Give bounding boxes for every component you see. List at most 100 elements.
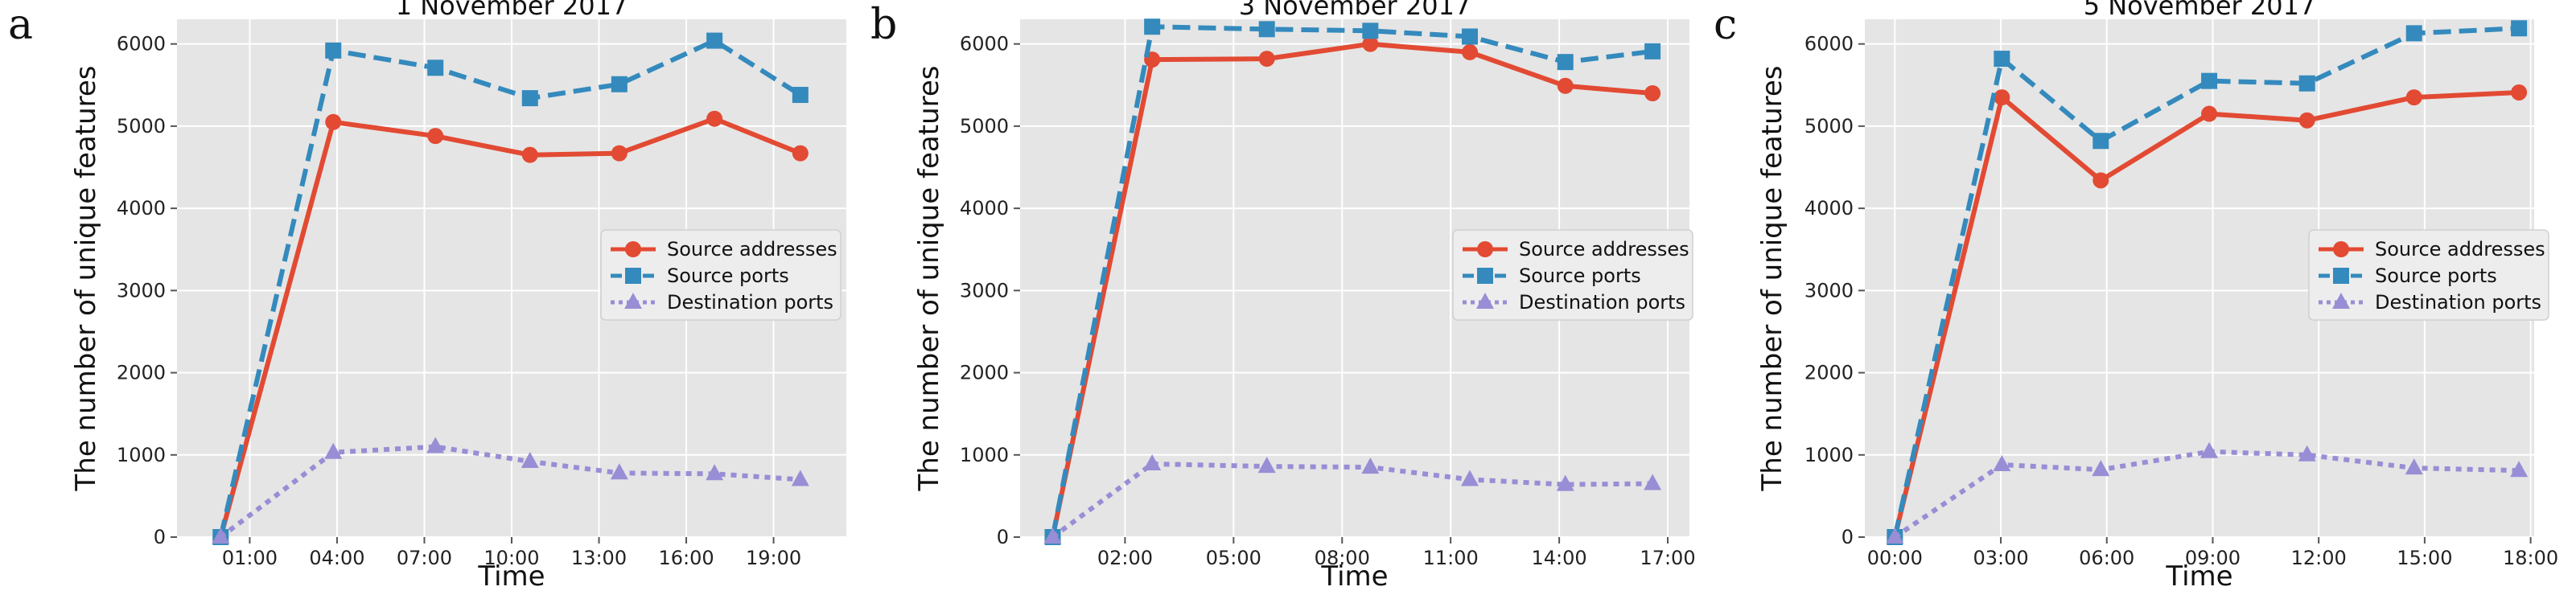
- data-point-source-addresses: [325, 113, 342, 130]
- legend-marker-source-addresses: [1477, 241, 1493, 257]
- data-point-source-addresses: [792, 145, 809, 162]
- legend: Source addresses Source ports Destination …: [2308, 229, 2549, 321]
- legend: Source addresses Source ports Destination …: [600, 229, 842, 321]
- x-tick-label: 04:00: [309, 547, 364, 569]
- x-tick-label: 08:00: [1315, 547, 1370, 569]
- data-point-destination-ports: [1461, 470, 1479, 486]
- data-point-destination-ports: [1361, 457, 1380, 474]
- legend-marker-source-ports: [2333, 268, 2349, 284]
- legend-label-source-ports: Source ports: [1519, 265, 1641, 287]
- data-point-source-ports: [1994, 51, 2010, 68]
- panel-title: 1 November 2017: [396, 0, 628, 21]
- y-tick-label: 0: [154, 526, 166, 548]
- data-point-destination-ports: [1886, 527, 1904, 544]
- legend-label-source-ports: Source ports: [2375, 265, 2497, 287]
- data-point-destination-ports: [2510, 461, 2529, 478]
- panel-letter: c: [1714, 1, 1737, 49]
- data-point-source-ports: [1258, 21, 1275, 38]
- chart-panel-b: 0 1000 2000 3000 4000 5000 6000 02:00 05:00 08:00…: [870, 0, 1696, 593]
- data-point-source-addresses: [1362, 35, 1379, 52]
- data-point-source-addresses: [1258, 51, 1275, 68]
- data-point-destination-ports: [2405, 458, 2423, 475]
- x-axis-label: Time: [1320, 560, 1388, 593]
- data-point-source-addresses: [1462, 43, 1479, 60]
- data-point-source-ports: [2405, 25, 2422, 42]
- legend-label-destination-ports: Destination ports: [2375, 291, 2541, 314]
- y-axis-label: The number of unique features: [70, 66, 102, 492]
- data-point-source-ports: [2511, 20, 2528, 37]
- data-point-source-ports: [2201, 72, 2218, 89]
- legend-box: [2308, 229, 2549, 321]
- y-tick-label: 3000: [960, 279, 1009, 302]
- data-point-source-ports: [1144, 18, 1161, 35]
- data-point-source-ports: [1644, 43, 1661, 59]
- y-tick-label: 1000: [1804, 444, 1854, 466]
- data-point-destination-ports: [610, 463, 628, 480]
- data-point-source-addresses: [2405, 89, 2422, 106]
- panel-title: 5 November 2017: [2084, 0, 2316, 21]
- data-point-source-ports: [2298, 75, 2315, 92]
- y-tick-label: 3000: [117, 279, 166, 302]
- legend-marker-destination-ports: [624, 293, 642, 309]
- y-axis-label: The number of unique features: [1756, 66, 1788, 492]
- x-tick-label: 14:00: [1532, 547, 1587, 569]
- y-tick-label: 1000: [960, 444, 1009, 466]
- data-point-source-ports: [325, 42, 342, 59]
- data-point-source-addresses: [1557, 77, 1574, 94]
- data-point-source-ports: [706, 32, 723, 49]
- y-tick-label: 6000: [1804, 33, 1854, 55]
- y-tick-label: 5000: [1804, 115, 1854, 137]
- x-axis-label: Time: [2165, 560, 2232, 593]
- y-tick-label: 0: [1841, 526, 1854, 548]
- panel-title: 3 November 2017: [1239, 0, 1471, 21]
- data-point-destination-ports: [1556, 474, 1574, 491]
- data-point-source-ports: [521, 90, 538, 107]
- x-tick-label: 13:00: [571, 547, 627, 569]
- data-point-destination-ports: [426, 437, 445, 453]
- legend-label-source-addresses: Source addresses: [667, 238, 837, 261]
- data-point-source-addresses: [706, 110, 723, 127]
- data-point-source-addresses: [427, 128, 444, 145]
- y-tick-label: 0: [997, 526, 1009, 548]
- data-point-source-ports: [611, 76, 628, 92]
- legend-marker-destination-ports: [1476, 293, 1494, 309]
- x-tick-label: 15:00: [2397, 547, 2452, 569]
- panel-letter: a: [8, 1, 33, 49]
- y-tick-label: 5000: [117, 115, 166, 137]
- data-point-destination-ports: [521, 451, 539, 468]
- legend-label-destination-ports: Destination ports: [667, 291, 833, 314]
- x-axis-label: Time: [477, 560, 545, 593]
- data-point-destination-ports: [2298, 445, 2316, 462]
- y-tick-label: 6000: [117, 33, 166, 55]
- x-tick-label: 19:00: [746, 547, 801, 569]
- x-tick-label: 12:00: [2291, 547, 2347, 569]
- data-point-source-addresses: [2511, 84, 2528, 101]
- legend-label-source-addresses: Source addresses: [1519, 238, 1689, 261]
- data-point-source-addresses: [2201, 105, 2218, 122]
- data-point-destination-ports: [324, 442, 343, 459]
- x-tick-label: 09:00: [2185, 547, 2241, 569]
- legend-label-destination-ports: Destination ports: [1519, 291, 1685, 314]
- legend-label-source-addresses: Source addresses: [2375, 238, 2545, 261]
- x-tick-label: 18:00: [2503, 547, 2558, 569]
- panel-letter: b: [870, 1, 897, 49]
- data-point-destination-ports: [1043, 527, 1062, 544]
- y-tick-label: 1000: [117, 444, 166, 466]
- data-point-source-addresses: [1644, 85, 1661, 101]
- y-tick-label: 2000: [960, 362, 1009, 384]
- y-tick-label: 4000: [960, 197, 1009, 219]
- legend-marker-source-addresses: [625, 241, 641, 257]
- data-point-source-ports: [792, 87, 809, 104]
- y-tick-label: 6000: [960, 33, 1009, 55]
- x-tick-label: 01:00: [222, 547, 278, 569]
- chart-panel-c: 0 1000 2000 3000 4000 5000 6000 00:00 03:00 06:00…: [1714, 0, 2558, 593]
- data-point-source-addresses: [2092, 172, 2109, 189]
- data-point-source-addresses: [611, 145, 628, 162]
- data-point-destination-ports: [2092, 460, 2110, 477]
- legend-marker-destination-ports: [2332, 293, 2350, 309]
- legend-box: [600, 229, 842, 321]
- x-tick-label: 02:00: [1097, 547, 1153, 569]
- legend-box: [1452, 229, 1693, 321]
- y-axis-label: The number of unique features: [913, 66, 945, 492]
